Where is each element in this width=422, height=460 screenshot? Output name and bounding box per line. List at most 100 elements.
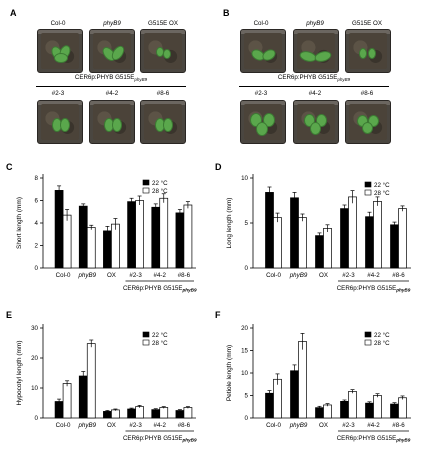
y-tick-label: 10: [31, 385, 38, 392]
rosette-image: [51, 116, 70, 133]
y-axis-label: Long length (mm): [226, 198, 233, 249]
legend-label-22: 22 °C: [374, 332, 390, 339]
group-label: CER6p:PHYB G515EphyB9: [123, 435, 197, 443]
rosette-image: [298, 46, 333, 64]
plant-photo: [37, 100, 83, 144]
bar: [127, 201, 136, 269]
plant-photo: [89, 29, 135, 73]
y-axis-label: Petiole length (mm): [226, 345, 233, 401]
plant-photo: [37, 29, 83, 73]
x-tick-label: phyB9: [289, 422, 308, 429]
rosette-image: [49, 43, 73, 64]
chart-f: F 0 5 10 15 20 Petiole length (mm) Col-0 phyB9 OX…: [215, 310, 411, 443]
legend: 22 °C28 °C: [142, 331, 168, 347]
rosette-image: [250, 113, 276, 137]
x-tick-label: #2-3: [342, 422, 355, 429]
y-tick-label: 0: [35, 415, 39, 422]
bar: [62, 214, 72, 269]
bar: [398, 397, 407, 419]
plant-photo: [140, 29, 186, 73]
legend-label-28: 28 °C: [152, 188, 168, 195]
panel-label: C: [6, 162, 13, 172]
plant-photo: [140, 100, 186, 144]
bar: [111, 409, 120, 419]
legend-label-22: 22 °C: [152, 332, 168, 339]
bar: [151, 409, 161, 419]
photo-label-phyb9: phyB9: [306, 20, 324, 27]
bar: [103, 411, 112, 419]
photo-label-col0: Col-0: [50, 20, 66, 27]
legend-swatch-22: [364, 181, 372, 188]
y-tick-label: 10: [241, 370, 248, 377]
bar: [390, 403, 399, 419]
bar: [298, 341, 307, 419]
bar: [290, 370, 299, 419]
y-tick-label: 5: [245, 220, 249, 227]
bar: [273, 378, 282, 419]
bar: [103, 230, 112, 269]
bar: [183, 204, 193, 269]
bar: [159, 197, 169, 269]
rosette-image: [304, 114, 328, 136]
y-axis-label: Short length (mm): [16, 197, 23, 249]
bar: [175, 410, 185, 419]
bar: [54, 190, 64, 269]
panel-label-b: B: [223, 8, 230, 18]
y-tick-label: 20: [241, 325, 248, 332]
bar: [78, 205, 88, 269]
bar: [348, 196, 357, 269]
plant-photo: [345, 100, 391, 144]
x-tick-label: Col-0: [56, 422, 71, 429]
y-tick-label: 0: [35, 265, 39, 272]
photo-label-ox: G515E OX: [352, 20, 382, 27]
x-tick-label: OX: [107, 422, 116, 429]
bar: [348, 391, 357, 419]
y-tick-label: 8: [35, 175, 39, 182]
legend-swatch-28: [142, 339, 150, 346]
panel-a: A Col-0 phyB9 G515E OX CER6p:PHYB G515Ep…: [0, 0, 211, 160]
x-tick-label: Col-0: [56, 272, 71, 279]
plant-photo: [293, 100, 339, 144]
plant-photo: [345, 29, 391, 73]
bar: [265, 392, 274, 419]
legend-label-28: 28 °C: [374, 340, 390, 347]
legend-swatch-28: [364, 189, 372, 196]
bar: [323, 228, 332, 269]
y-tick-label: 15: [241, 348, 248, 355]
x-tick-label: #4-2: [367, 272, 380, 279]
bar: [62, 383, 72, 419]
bar: [86, 227, 96, 269]
bar: [340, 400, 349, 419]
x-tick-label: #4-2: [154, 422, 167, 429]
y-axis-label: Hypocotyl length (mm): [16, 340, 23, 405]
legend-swatch-22: [142, 331, 150, 338]
photo-label-col0: Col-0: [253, 20, 269, 27]
photo-label-line-4-2: #4-2: [105, 90, 119, 97]
bar: [373, 395, 382, 419]
group-line: [36, 86, 186, 87]
rosette-image: [249, 45, 278, 63]
rosette-image: [358, 46, 378, 60]
bar: [127, 408, 136, 419]
chart-d: D 0 5 10 Long length (mm) Col-0 phyB9 OX #2-3 #4-…: [215, 162, 411, 293]
y-tick-label: 2: [35, 243, 39, 250]
y-tick-label: 0: [245, 415, 249, 422]
y-tick-label: 0: [245, 265, 249, 272]
legend: 22 °C28 °C: [364, 331, 390, 347]
chart-c: C 0 2 4 6 8 Short length (mm) Col-0 phyB9 OX #2-3 #…: [6, 162, 197, 293]
x-tick-label: #2-3: [129, 272, 142, 279]
group-label: CER6p:PHYB G515EphyB9: [337, 435, 411, 443]
panel-label-a: A: [10, 8, 17, 18]
plant-photo: [89, 100, 135, 144]
bar: [135, 200, 144, 269]
bar: [398, 208, 407, 269]
x-tick-label: phyB9: [289, 272, 308, 279]
photo-label-line-4-2: #4-2: [308, 90, 322, 97]
legend: 22 °C28 °C: [364, 181, 390, 197]
legend: 22 °C28 °C: [142, 179, 168, 195]
construct-label: CER6p:PHYB G515EphyB9: [74, 74, 148, 83]
construct-label: CER6p:PHYB G515EphyB9: [277, 74, 351, 83]
x-tick-label: OX: [319, 422, 328, 429]
x-tick-label: #8-6: [178, 272, 191, 279]
group-label: CER6p:PHYB G515EphyB9: [337, 285, 411, 293]
